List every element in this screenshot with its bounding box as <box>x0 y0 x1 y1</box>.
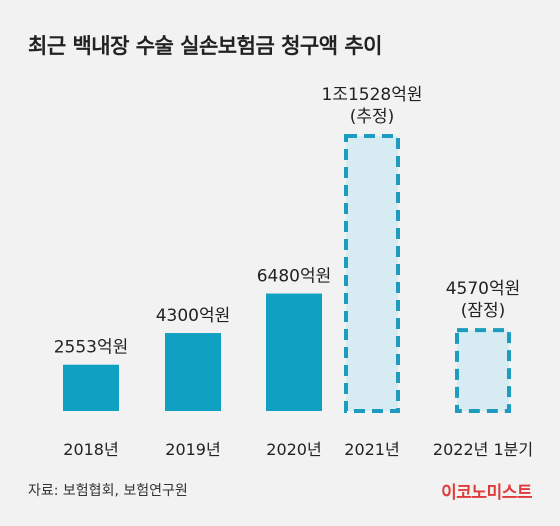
category-label-4: 2021년 <box>344 440 399 459</box>
data-label-4-line-2: (추정) <box>350 107 395 127</box>
data-label-3: 6480억원 <box>257 267 332 287</box>
category-label-5: 2022년 1분기 <box>433 440 533 459</box>
bar-1 <box>63 364 119 411</box>
chart-title: 최근 백내장 수술 실손보험금 청구액 추이 <box>28 34 383 58</box>
source-note: 자료: 보험협회, 보험연구원 <box>28 483 188 499</box>
publisher-logo: 이코노미스트 <box>441 483 532 503</box>
bar-3 <box>266 293 322 411</box>
data-label-1: 2553억원 <box>54 338 129 358</box>
data-label-5-line-2: (잠정) <box>461 301 506 321</box>
category-label-1: 2018년 <box>63 440 118 459</box>
data-label-4-line-1: 1조1528억원 <box>322 85 423 105</box>
data-label-5-line-1: 4570억원 <box>446 279 521 299</box>
bar-5 <box>455 328 511 414</box>
bar-2 <box>165 333 221 411</box>
data-label-2: 4300억원 <box>156 306 231 326</box>
category-label-2: 2019년 <box>165 440 220 459</box>
category-label-3: 2020년 <box>266 440 321 459</box>
bar-4 <box>344 134 400 413</box>
